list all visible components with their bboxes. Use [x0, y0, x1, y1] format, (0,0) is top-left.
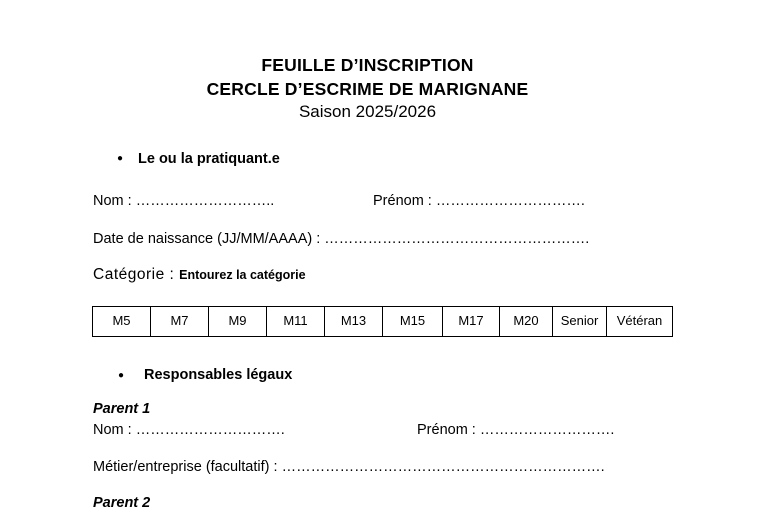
metier-label: Métier/entreprise (facultatif) :: [93, 459, 282, 475]
category-cell-m5: M5: [93, 307, 151, 336]
birthdate-dotted-line: ……………………………………………….: [324, 231, 590, 247]
prenom-label: Prénom :: [373, 193, 436, 209]
parent1-title: Parent 1: [93, 401, 151, 417]
birthdate-field: Date de naissance (JJ/MM/AAAA) : ……………………: [93, 231, 589, 248]
nom-dotted-line: ………………………..: [135, 193, 275, 209]
guardians-heading: Responsables légaux: [144, 367, 293, 383]
category-cell-m17: M17: [443, 307, 500, 336]
nom-dotted-line: ………………………….: [135, 422, 285, 438]
practitioner-prenom-field: Prénom : ………………………….: [373, 193, 585, 210]
bullet-icon: ●: [118, 370, 125, 381]
prenom-dotted-line: ……………………….: [479, 422, 615, 438]
category-cell-m9: M9: [209, 307, 267, 336]
category-cell-m13: M13: [325, 307, 383, 336]
club-name: CERCLE D’ESCRIME DE MARIGNANE: [206, 79, 529, 99]
category-table: M5 M7 M9 M11 M13 M15 M17 M20 Senior Vété…: [92, 306, 673, 337]
category-instruction: Entourez la catégorie: [179, 268, 306, 282]
metier-dotted-line: ………………………………………………………….: [281, 459, 605, 475]
category-label: Catégorie :: [93, 266, 180, 283]
category-cell-m11: M11: [267, 307, 325, 336]
category-line: Catégorie : Entourez la catégorie: [93, 266, 306, 284]
category-cell-veteran: Vétéran: [616, 313, 663, 329]
practitioner-nom-field: Nom : ………………………..: [93, 193, 274, 210]
parent1-prenom-field: Prénom : ……………………….: [417, 422, 614, 439]
category-cell-m7: M7: [151, 307, 209, 336]
category-cell-senior: Senior: [553, 307, 607, 336]
birthdate-label: Date de naissance (JJ/MM/AAAA) :: [93, 231, 325, 247]
practitioner-heading: Le ou la pratiquant.e: [138, 151, 280, 167]
category-cell-m15: M15: [383, 307, 443, 336]
parent1-nom-field: Nom : ………………………….: [93, 422, 285, 439]
prenom-dotted-line: ………………………….: [435, 193, 585, 209]
nom-label: Nom :: [93, 422, 136, 438]
season-subtitle: Saison 2025/2026: [298, 102, 437, 121]
prenom-label: Prénom :: [417, 422, 480, 438]
category-cell-m20: M20: [500, 307, 553, 336]
nom-label: Nom :: [93, 193, 136, 209]
parent2-title: Parent 2: [93, 495, 151, 511]
parent1-metier-field: Métier/entreprise (facultatif) : ……………………: [93, 459, 605, 476]
page-title: FEUILLE D’INSCRIPTION: [261, 55, 474, 75]
bullet-icon: ●: [117, 153, 124, 164]
